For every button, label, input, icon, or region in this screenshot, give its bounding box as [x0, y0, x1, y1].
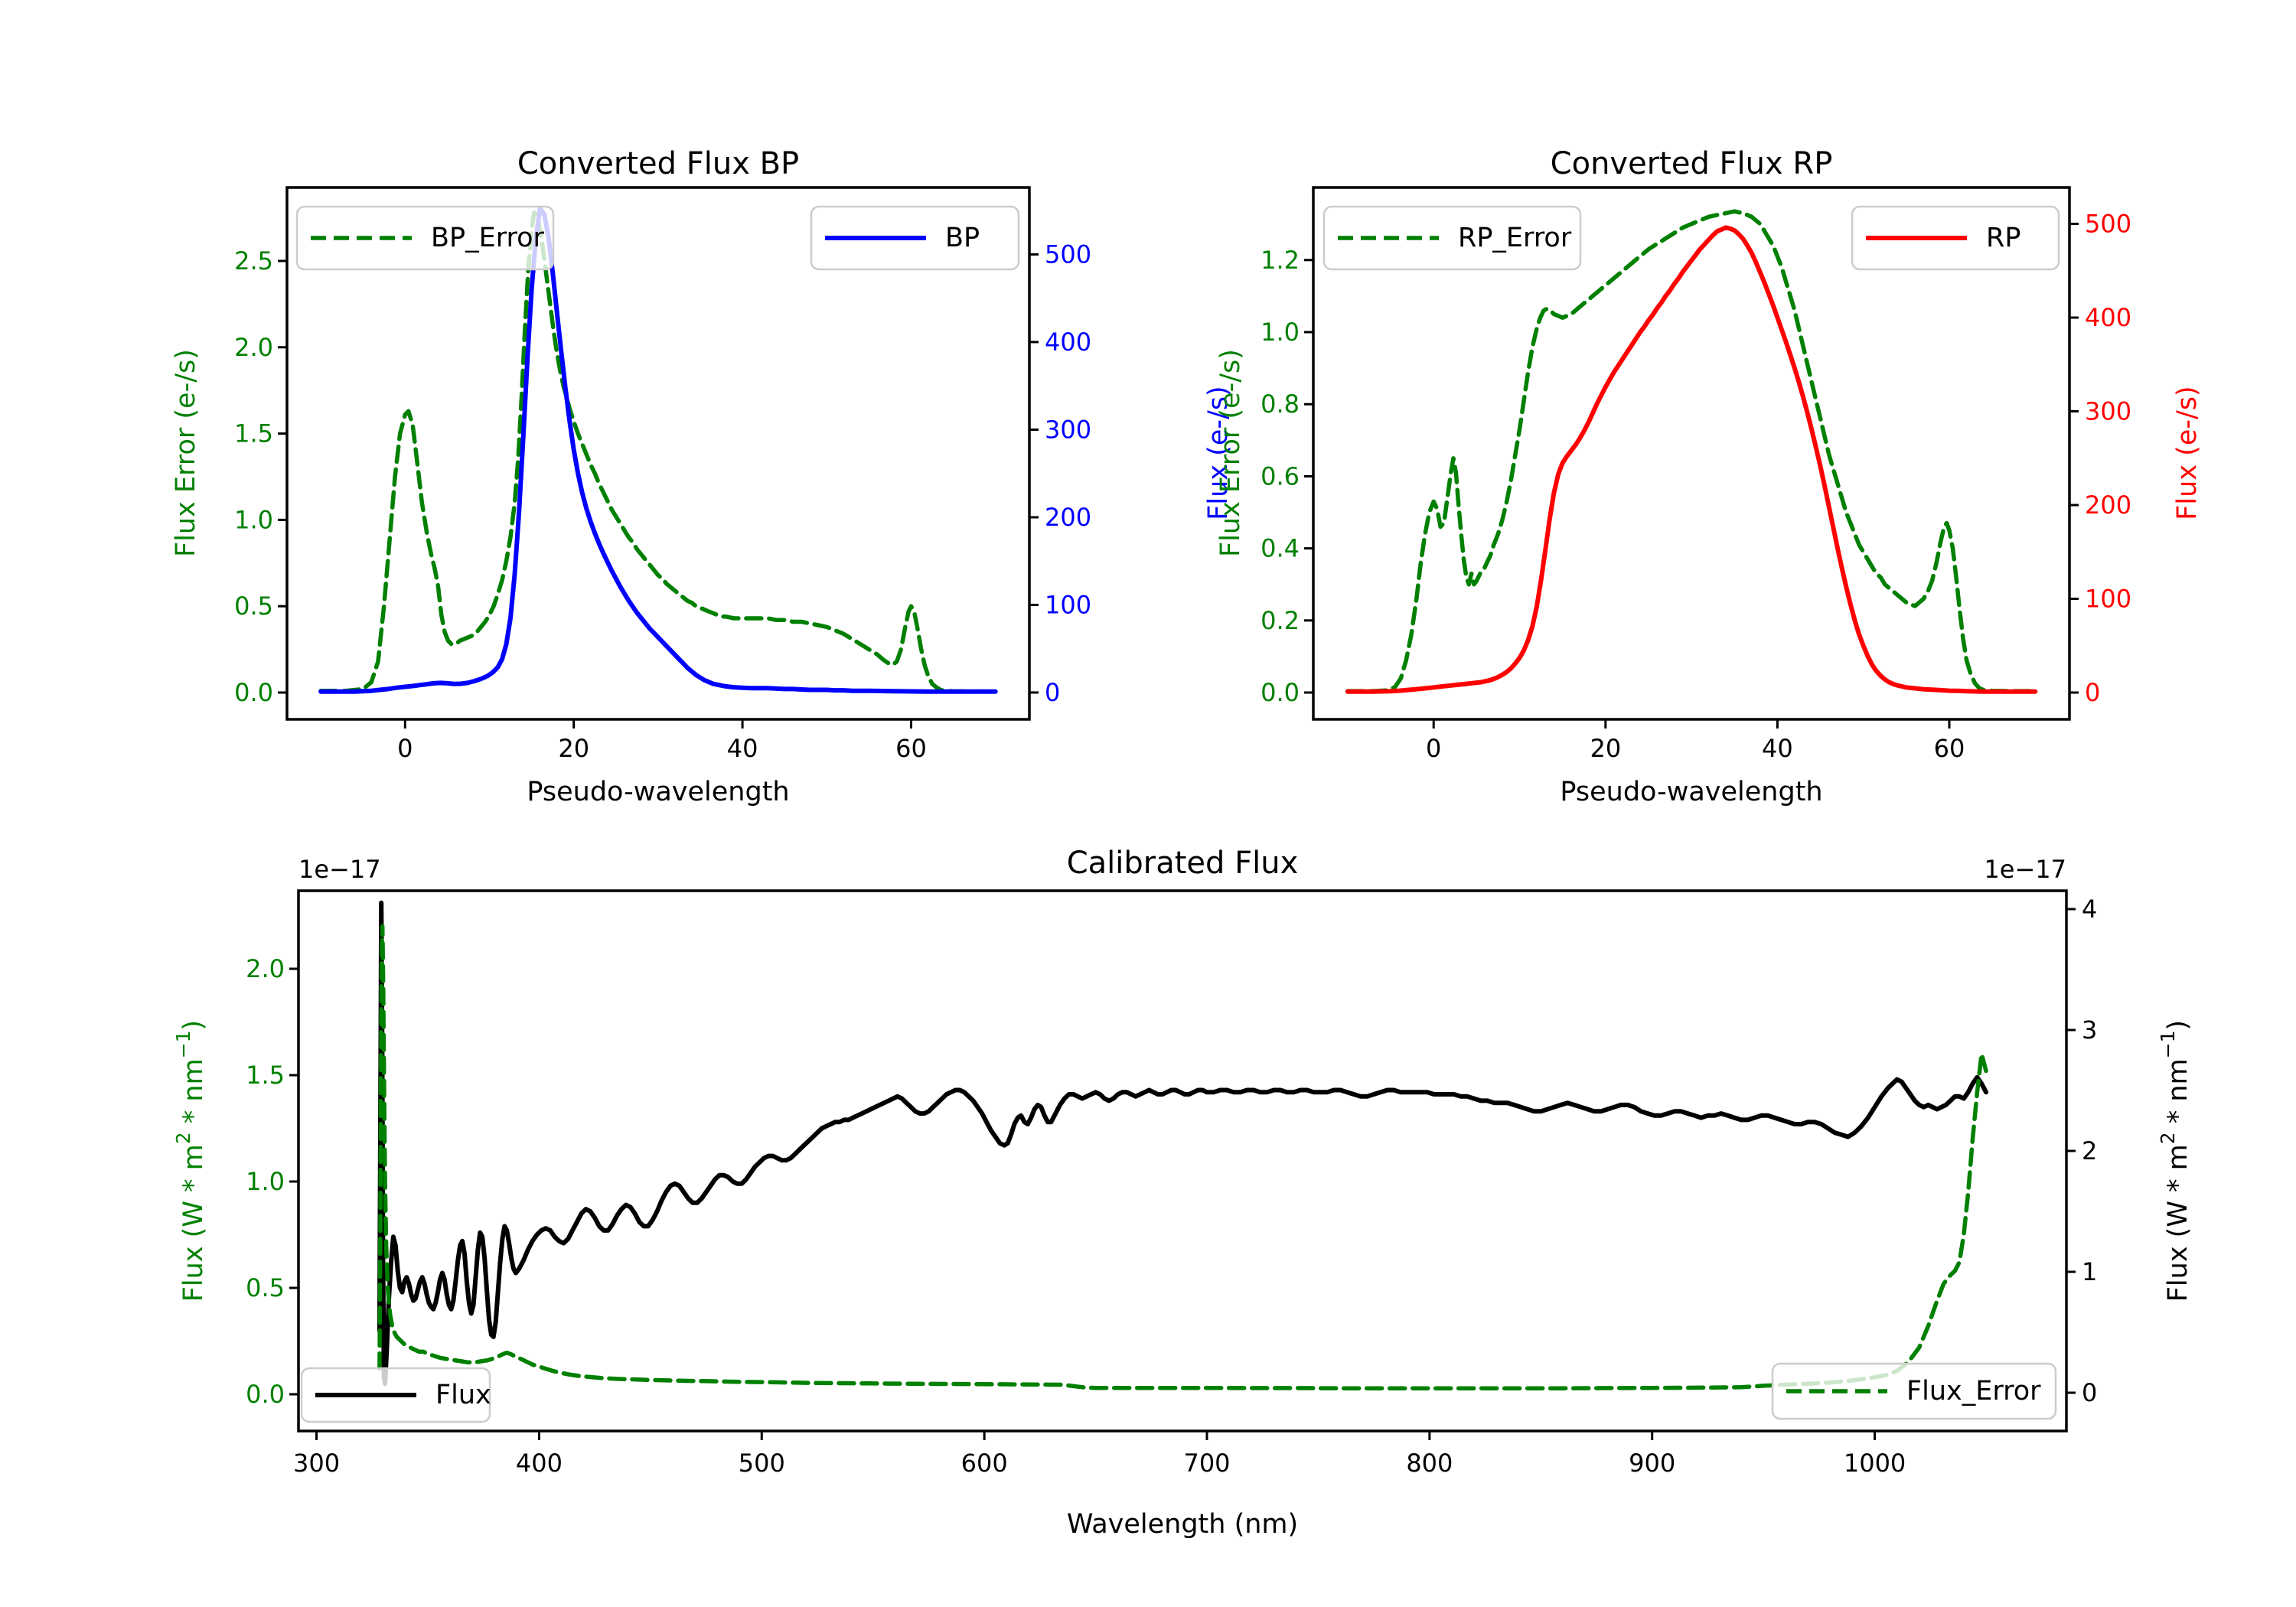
x-tick-label: 1000 — [1844, 1449, 1906, 1478]
y-right-tick-label: 100 — [2085, 585, 2131, 614]
x-tick-label: 700 — [1183, 1449, 1230, 1478]
y-right-tick-label: 400 — [1045, 328, 1091, 357]
y-right-tick-label: 400 — [2085, 303, 2131, 332]
y-left-tick-label: 0.6 — [1261, 461, 1300, 491]
y-left-tick-label: 1.5 — [246, 1061, 285, 1090]
y-right-axis-label-cal: Flux (W * m2​ * nm−1​) — [2157, 1020, 2194, 1302]
x-tick-label: 900 — [1629, 1449, 1675, 1478]
legend-label-RP: RP — [1986, 223, 2020, 253]
y-right-tick-label: 200 — [1045, 503, 1091, 532]
x-tick-label: 800 — [1406, 1449, 1453, 1478]
x-axis-label-rp: Pseudo-wavelength — [1560, 777, 1822, 807]
y-left-tick-label: 0.5 — [234, 592, 273, 621]
series-BP — [318, 206, 998, 694]
y-left-tick-label: 1.0 — [246, 1167, 285, 1196]
x-tick-label: 60 — [1934, 734, 1965, 763]
series-RP — [1345, 225, 2038, 694]
x-tick-label: 0 — [397, 734, 413, 763]
y-right-tick-label: 3 — [2082, 1015, 2097, 1045]
y-left-tick-label: 1.2 — [1261, 246, 1300, 275]
plot-bp: 0 20 40 60 0.0 0.5 1.0 1.5 2.0 2.5 0 100 200 300 400 50… — [171, 146, 1234, 807]
y-left-tick-label: 0.0 — [1261, 678, 1300, 707]
legend-box — [1322, 205, 1582, 271]
y-left-tick-label: 1.0 — [1261, 318, 1300, 347]
plot-title-rp: Converted Flux RP — [1551, 146, 1833, 181]
legend-label-Flux_Error: Flux_Error — [1906, 1376, 2041, 1407]
legend-Flux_Error: Flux_Error — [1771, 1362, 2057, 1420]
y-left-tick-label: 2.0 — [246, 954, 285, 983]
y-left-axis-label-cal: Flux (W * m2​ * nm−1​) — [172, 1020, 210, 1302]
axes-frame-cal — [297, 889, 2068, 1433]
y-left-tick-label: 0.8 — [1261, 390, 1300, 419]
y-left-tick-label: 0.5 — [246, 1273, 285, 1302]
x-tick-label: 0 — [1426, 734, 1441, 763]
legend-RP_Error: RP_Error — [1322, 205, 1582, 271]
x-axis-label-cal: Wavelength (nm) — [1067, 1509, 1298, 1540]
x-axis-label-bp: Pseudo-wavelength — [527, 777, 789, 807]
y-right-tick-label: 200 — [2085, 491, 2131, 520]
x-tick-label: 600 — [961, 1449, 1008, 1478]
legend-RP: RP — [1851, 205, 2060, 271]
legend-box — [1771, 1362, 2057, 1420]
plot-cal: 300 400 500 600 700 800 900 1000 0.0 0.5 1.0 1.5 2.0… — [172, 846, 2194, 1540]
x-tick-label: 40 — [1762, 734, 1793, 763]
x-tick-label: 20 — [558, 734, 589, 763]
legend-Flux: Flux — [300, 1367, 491, 1423]
legend-label-RP_Error: RP_Error — [1458, 223, 1572, 253]
y-right-tick-label: 0 — [2082, 1378, 2097, 1407]
y-left-tick-label: 2.5 — [234, 246, 273, 275]
offset-text-right-cal: 1e−17 — [1984, 855, 2066, 884]
legend-BP: BP — [810, 205, 1020, 271]
y-right-tick-label: 300 — [2085, 397, 2131, 426]
x-tick-label: 20 — [1590, 734, 1621, 763]
axes-frame-rp — [1312, 186, 2071, 721]
series-RP_Error — [1345, 209, 2038, 693]
y-right-tick-label: 500 — [1045, 240, 1091, 269]
y-left-tick-label: 1.0 — [234, 505, 273, 534]
y-right-axis-label-bp: Flux (e-/s) — [1203, 386, 1234, 520]
y-right-tick-label: 4 — [2082, 895, 2097, 924]
y-right-tick-label: 2 — [2082, 1136, 2097, 1165]
plot-title-bp: Converted Flux BP — [517, 146, 799, 181]
y-left-tick-label: 0.0 — [234, 678, 273, 707]
plot-title-cal: Calibrated Flux — [1067, 846, 1299, 881]
y-right-tick-label: 300 — [1045, 415, 1091, 444]
y-left-tick-label: 0.2 — [1261, 606, 1300, 635]
series-BP_Error — [318, 210, 998, 694]
y-right-tick-label: 1 — [2082, 1257, 2097, 1286]
y-left-axis-label-rp: Flux Error (e-/s) — [1215, 349, 1246, 557]
legend-box — [295, 205, 555, 271]
plot-rp: 0 20 40 60 0.0 0.2 0.4 0.6 0.8 1.0 1.2 0 100 200 300 40… — [1215, 146, 2203, 807]
x-tick-label: 60 — [895, 734, 927, 763]
offset-text-left-cal: 1e−17 — [298, 855, 381, 884]
legend-label-Flux: Flux — [435, 1380, 491, 1410]
y-right-tick-label: 100 — [1045, 590, 1091, 619]
y-right-axis-label-rp: Flux (e-/s) — [2172, 386, 2203, 520]
x-tick-label: 300 — [293, 1449, 340, 1478]
y-left-tick-label: 0.4 — [1261, 534, 1300, 563]
legend-label-BP_Error: BP_Error — [431, 223, 545, 253]
legend-BP_Error: BP_Error — [295, 205, 555, 271]
legend-label-BP: BP — [945, 223, 980, 253]
y-right-tick-label: 0 — [2085, 678, 2100, 707]
y-right-tick-label: 500 — [2085, 210, 2131, 239]
x-tick-label: 500 — [739, 1449, 785, 1478]
y-left-axis-label-bp: Flux Error (e-/s) — [171, 349, 201, 557]
y-right-tick-label: 0 — [1045, 678, 1060, 707]
y-left-tick-label: 0.0 — [246, 1380, 285, 1409]
x-tick-label: 400 — [516, 1449, 563, 1478]
y-left-tick-label: 2.0 — [234, 333, 273, 362]
series-Flux — [377, 900, 1988, 1387]
x-tick-label: 40 — [727, 734, 758, 763]
y-left-tick-label: 1.5 — [234, 419, 273, 448]
